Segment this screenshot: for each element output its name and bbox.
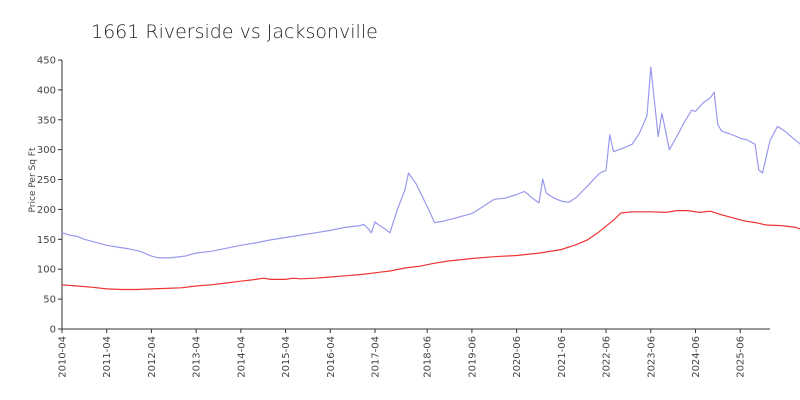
x-tick-label: 2010-04 — [58, 336, 69, 378]
y-tick-label: 50 — [43, 295, 56, 306]
x-tick-label: 2012-04 — [147, 336, 158, 378]
y-tick-label: 350 — [37, 115, 56, 126]
x-axis: 2010-04 2011-04 2012-04 2013-04 2014-04 2015-… — [58, 329, 747, 378]
x-tick-label: 2017-04 — [371, 336, 382, 378]
y-tick-label: 400 — [37, 85, 56, 96]
x-tick-label: 2014-04 — [236, 336, 247, 378]
x-tick-label: 2022-06 — [602, 336, 613, 378]
x-tick-label: 2023-06 — [646, 336, 657, 378]
y-tick-label: 300 — [37, 145, 56, 156]
series-lines — [61, 66, 800, 291]
x-tick-label: 2013-04 — [192, 336, 203, 378]
x-tick-label: 2021-06 — [557, 336, 568, 378]
x-tick-label: 2018-06 — [423, 336, 434, 378]
y-tick-label: 100 — [37, 265, 56, 276]
series-line-1 — [61, 66, 800, 259]
x-tick-label: 2025-06 — [736, 336, 747, 378]
x-tick-label: 2015-04 — [281, 336, 292, 378]
y-tick-label: 200 — [37, 205, 56, 216]
series-line-2 — [61, 210, 800, 291]
x-tick-label: 2016-04 — [326, 336, 337, 378]
y-axis-label: Price Per Sq Ft — [28, 147, 38, 212]
y-tick-label: 0 — [50, 325, 56, 336]
x-tick-label: 2020-06 — [512, 336, 523, 378]
y-tick-label: 450 — [37, 56, 56, 67]
y-axis: 0 50 100 150 200 250 300 350 400 450 — [37, 56, 62, 336]
x-tick-label: 2024-06 — [691, 336, 702, 378]
y-tick-label: 150 — [37, 235, 56, 246]
x-tick-label: 2019-06 — [467, 336, 478, 378]
chart-title: 1661 Riverside vs Jacksonville — [91, 21, 378, 43]
x-tick-label: 2011-04 — [102, 336, 113, 378]
y-tick-label: 250 — [37, 175, 56, 186]
